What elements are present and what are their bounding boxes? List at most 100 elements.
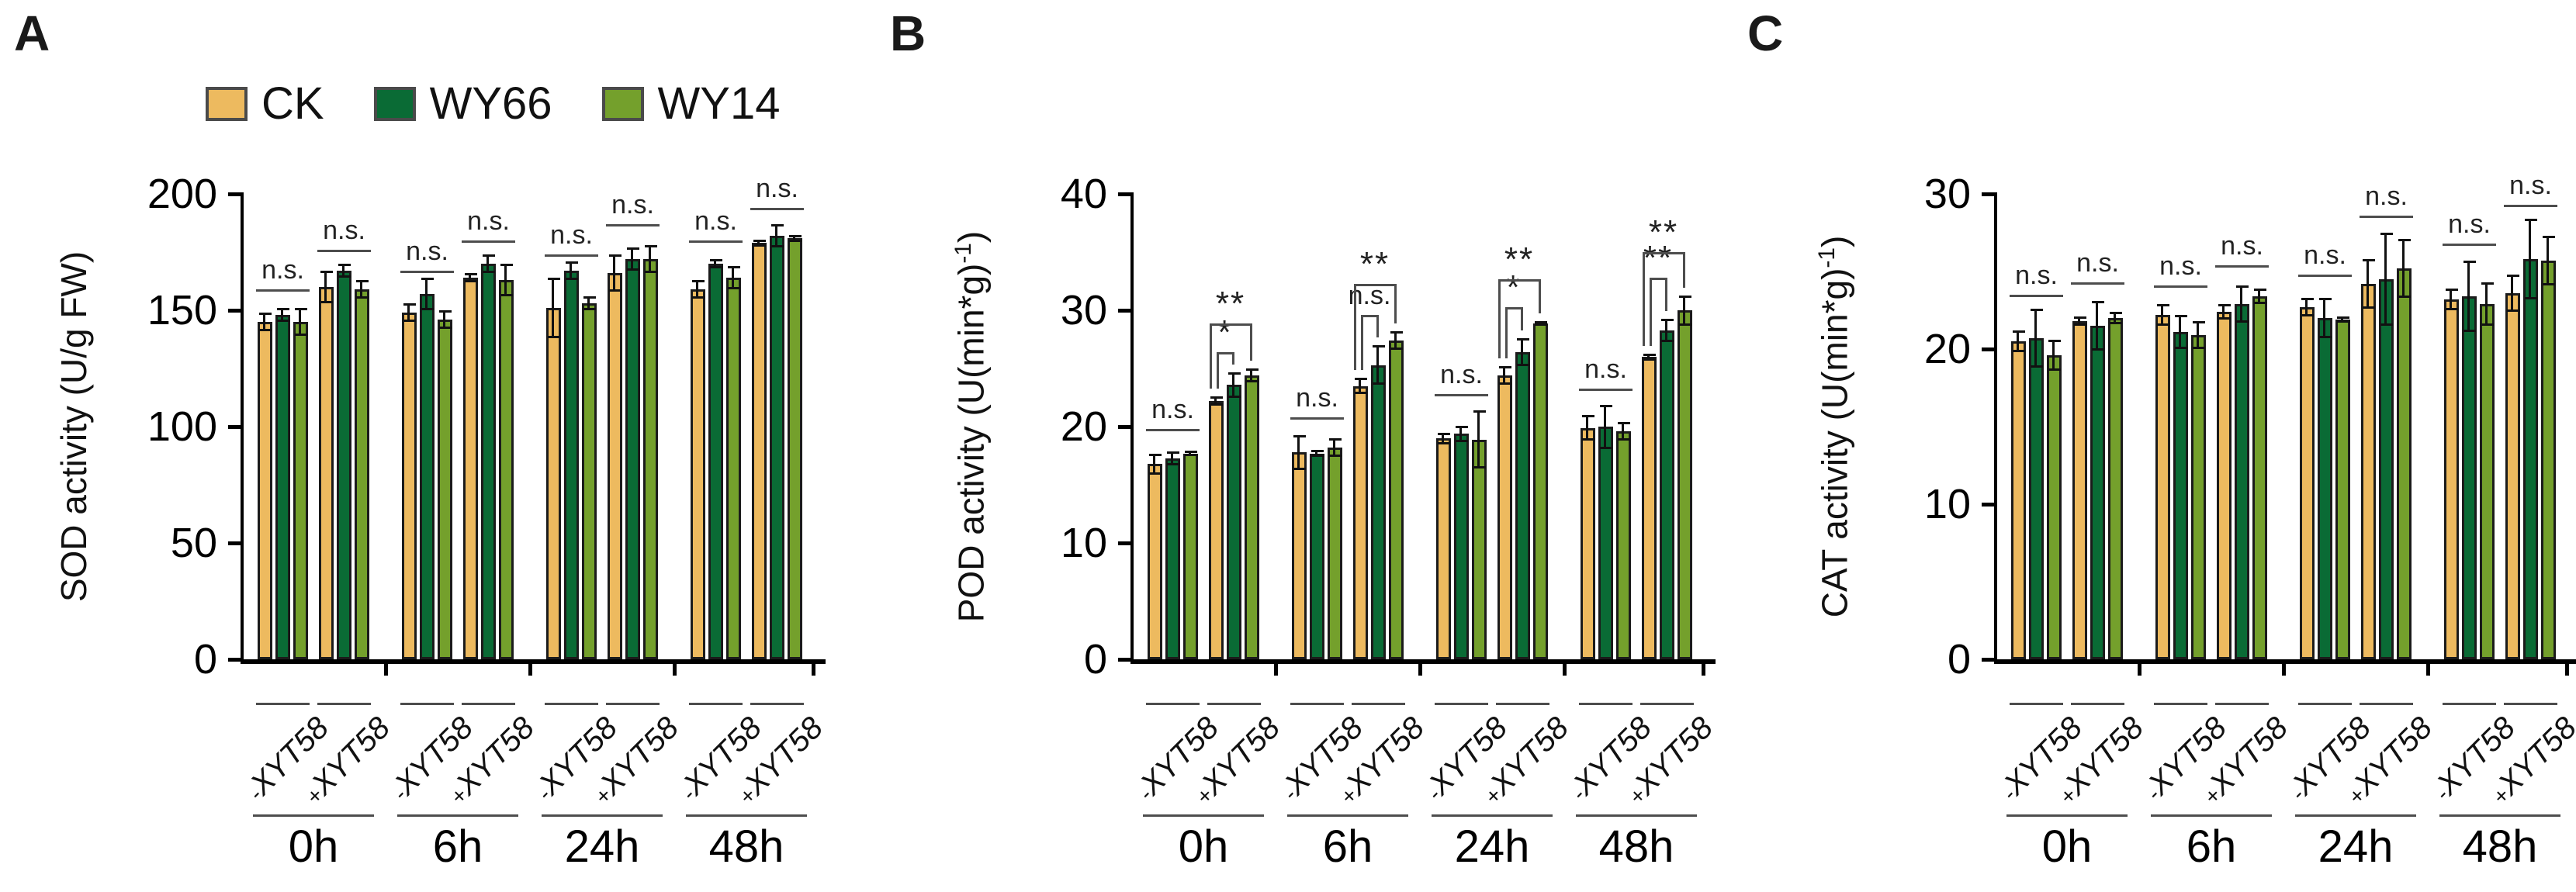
error-bar-line <box>2078 319 2080 323</box>
error-bar-line <box>1376 347 1379 382</box>
legend-swatch-icon <box>206 86 248 121</box>
error-bar <box>320 271 333 303</box>
sig-label: * <box>1506 268 1522 306</box>
y-tick <box>1982 347 1997 351</box>
sig-bracket-top <box>1360 315 1379 317</box>
bar-WY14 <box>2480 304 2495 659</box>
error-bar <box>2481 282 2494 326</box>
error-bar-line <box>2402 241 2405 296</box>
error-bar-line <box>1665 320 1667 340</box>
error-bar-line <box>613 257 615 289</box>
bar-WY14 <box>1389 341 1404 659</box>
time-group-line <box>2151 814 2272 817</box>
error-bar <box>2524 219 2537 299</box>
bar-WY14 <box>2252 296 2267 659</box>
bar-WY14 <box>1678 310 1692 659</box>
sig-label: ** <box>1504 240 1535 278</box>
error-bar <box>608 254 621 292</box>
sig-line <box>1579 388 1633 391</box>
error-bar-line <box>504 266 507 294</box>
bar-WY14 <box>2335 320 2350 659</box>
error-bar-line <box>732 268 734 287</box>
sig-line <box>1435 394 1488 396</box>
panel-letter: A <box>14 5 50 61</box>
bar-CK <box>1497 375 1512 659</box>
subgroup-underline <box>317 703 371 705</box>
time-group-line <box>2295 814 2416 817</box>
sig-label: ** <box>1359 244 1390 283</box>
subgroup-underline <box>606 703 660 705</box>
sig-line <box>545 254 598 257</box>
sig-line <box>400 271 454 273</box>
sig-label: n.s. <box>2304 240 2346 270</box>
bar-WY66 <box>2318 318 2332 659</box>
error-bar-line <box>1189 452 1191 455</box>
error-bar <box>2398 239 2411 298</box>
bar-CK <box>1292 452 1307 659</box>
bar-CK <box>2155 315 2170 659</box>
plot-area-A: 0 50 100 150 200 n.s. -XYT58 n.s. +XYT58 0h n.s. -X… <box>147 171 829 872</box>
error-bar <box>691 280 705 299</box>
time-group-line <box>1576 814 1697 817</box>
error-bar-line <box>2222 306 2225 317</box>
y-tick-label: 0 <box>1083 636 1107 683</box>
subgroup-underline <box>1290 703 1344 705</box>
bar-WY66 <box>2379 279 2394 659</box>
error-bar <box>1210 396 1223 406</box>
error-bar <box>1473 410 1486 468</box>
sig-line <box>689 240 743 243</box>
y-tick <box>1982 192 1997 196</box>
sig-line <box>256 289 310 292</box>
sig-label: n.s. <box>2448 209 2491 239</box>
error-bar <box>482 254 495 273</box>
error-bar <box>2506 275 2519 312</box>
legend-item-WY66: WY66 <box>373 78 552 130</box>
error-bar <box>1390 331 1403 350</box>
error-bar <box>626 247 639 271</box>
error-bar <box>2253 289 2266 304</box>
bar-CK <box>463 278 478 659</box>
bar-CK <box>608 273 622 659</box>
error-bar-line <box>1503 368 1505 382</box>
bar-CK <box>1642 357 1657 659</box>
bar-WY66 <box>770 236 784 659</box>
error-bar <box>1372 345 1385 385</box>
error-bar-line <box>2258 291 2260 302</box>
subgroup-underline <box>545 703 598 705</box>
sig-bracket-right <box>1249 323 1252 361</box>
error-bar-line <box>2179 317 2181 347</box>
sig-line <box>606 224 660 226</box>
error-bar <box>1227 372 1241 398</box>
error-bar <box>500 264 513 296</box>
error-bar <box>421 278 434 310</box>
bar-WY66 <box>1660 330 1674 659</box>
time-label: 6h <box>432 821 483 872</box>
error-bar <box>2030 309 2043 368</box>
bar-WY14 <box>1183 453 1198 659</box>
bar-CK <box>2072 321 2087 659</box>
x-tick <box>2425 663 2430 676</box>
y-tick-label: 30 <box>1923 171 1971 217</box>
error-bar <box>788 234 802 242</box>
bar-WY14 <box>2541 261 2556 659</box>
panel-A: A CK WY66 WY14 SOD activity (U/g FW) 0 50 100 15… <box>0 0 858 892</box>
time-group-line <box>1143 814 1264 817</box>
error-bar <box>2218 304 2231 320</box>
bar-WY14 <box>1533 323 1548 659</box>
error-bar-line <box>2017 333 2019 350</box>
bar-WY14 <box>2191 335 2206 659</box>
error-bar-line <box>570 264 572 278</box>
error-bar <box>2301 298 2314 316</box>
error-bar-line <box>299 310 301 334</box>
bar-WY66 <box>1310 453 1324 659</box>
bar-WY66 <box>2173 332 2188 659</box>
bar-WY14 <box>788 238 802 659</box>
error-bar-line <box>2197 323 2199 347</box>
time-label: 6h <box>1322 821 1373 872</box>
error-bar-line <box>714 261 716 266</box>
sig-bracket-right <box>1231 352 1234 365</box>
y-tick-label: 20 <box>1923 326 1971 372</box>
sig-label: * <box>1217 313 1233 351</box>
panel-B: B POD activity (U(min*g)-1) 0 10 20 30 40 n.s. -… <box>859 0 1719 892</box>
sig-bracket-right <box>1664 278 1667 311</box>
